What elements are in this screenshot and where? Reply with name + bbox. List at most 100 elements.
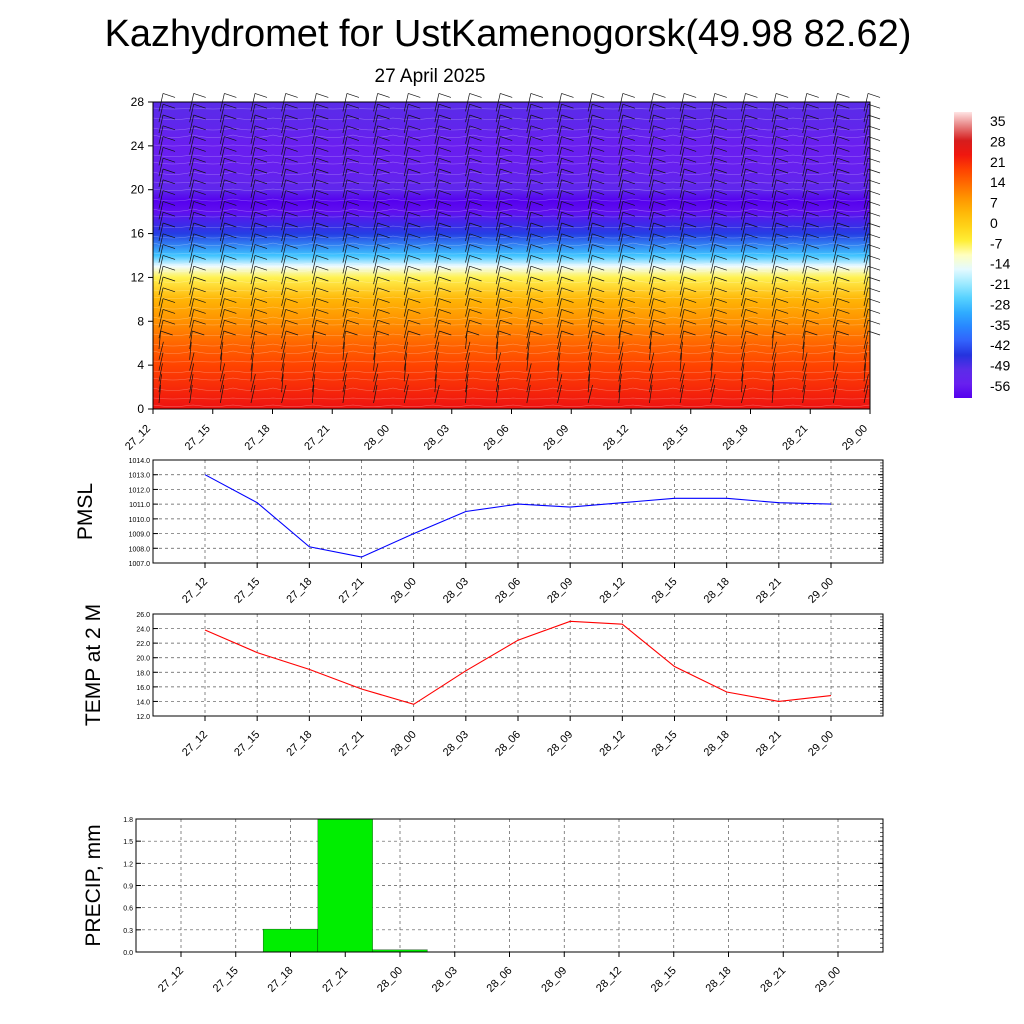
wind-barb-flag — [837, 276, 850, 282]
wind-barb — [526, 309, 532, 328]
wind-barb-flag — [316, 255, 329, 260]
wind-barb — [219, 384, 225, 404]
wind-barb-flag — [806, 201, 819, 206]
xtick-label: 28_21 — [758, 965, 788, 995]
wind-barb-flag — [254, 233, 268, 239]
wind-barb — [833, 125, 838, 144]
wind-barb — [771, 190, 777, 209]
wind-barb — [342, 233, 348, 252]
wind-barb — [311, 266, 317, 285]
contour-line — [152, 333, 871, 336]
wind-barb-flag — [224, 276, 237, 282]
wind-barb-flag — [408, 93, 421, 98]
wind-barb — [833, 320, 838, 339]
wind-barb-flag — [684, 265, 697, 271]
wind-barb — [833, 233, 838, 252]
wind-barb-flag — [408, 265, 421, 271]
wind-barb — [158, 309, 164, 328]
wind-barb — [741, 255, 746, 274]
wind-barb — [741, 168, 746, 188]
wind-barb-flag — [500, 125, 513, 131]
wind-barb — [281, 298, 287, 317]
wind-barb-flag — [714, 244, 727, 249]
wind-barb — [832, 352, 836, 371]
wind-barb-flag — [530, 309, 543, 314]
wind-barb — [189, 222, 195, 242]
wind-barb-flag — [714, 330, 727, 336]
wind-barb — [679, 104, 685, 123]
wind-barb-flag — [561, 147, 574, 152]
wind-barb — [219, 298, 225, 317]
wind-barb — [342, 276, 348, 296]
xtick-label: 27_18 — [266, 965, 296, 995]
wind-barb-flag — [561, 136, 574, 141]
wind-barb-flag — [224, 168, 237, 174]
wind-barb-flag — [592, 319, 605, 325]
wind-barb-flag — [162, 201, 176, 206]
wind-barb — [495, 255, 501, 274]
wind-barb — [403, 266, 409, 285]
wind-barb-flag — [377, 190, 390, 195]
wind-barb-flag — [346, 190, 360, 195]
plot-frame — [152, 459, 884, 564]
wind-barb — [771, 287, 777, 306]
wind-barb-flag — [254, 255, 268, 260]
wind-barb — [771, 201, 777, 220]
wind-barb-flag — [622, 298, 635, 303]
wind-barb — [710, 190, 716, 209]
wind-barb — [311, 309, 317, 328]
wind-barb — [863, 179, 869, 198]
wind-barb-flag — [500, 157, 513, 163]
wind-barb-flag — [745, 222, 758, 228]
wind-barb — [373, 212, 378, 231]
wind-barb-flag — [714, 319, 727, 325]
wind-barb — [189, 287, 195, 306]
wind-barb — [618, 222, 624, 242]
wind-barb-flag — [224, 157, 237, 163]
wind-barb — [342, 201, 348, 220]
wind-barb — [679, 125, 685, 144]
wind-barb-flag — [469, 244, 482, 249]
wind-barb — [281, 341, 287, 360]
wind-barb — [557, 179, 562, 198]
wind-barb-flag — [592, 233, 605, 239]
wind-barb-flag — [224, 265, 237, 271]
wind-barb-flag — [467, 330, 480, 336]
xtick-label: 27_18 — [284, 576, 314, 606]
wind-barb-flag — [684, 136, 697, 141]
wind-barb — [403, 298, 409, 317]
xtick-label: 27_21 — [320, 965, 350, 995]
wind-barb-flag — [224, 125, 237, 131]
colorbar-label: -28 — [990, 296, 1010, 312]
wind-barb-flag — [714, 168, 727, 174]
wind-barb — [802, 341, 805, 360]
wind-barb — [158, 276, 164, 296]
wind-barb-flag — [745, 211, 758, 217]
wind-barb — [771, 266, 777, 285]
wind-barb — [771, 114, 777, 134]
wind-barb-flag — [408, 244, 421, 249]
wind-barb-flag — [408, 298, 421, 303]
wind-barb — [710, 179, 716, 198]
wind-barb — [710, 352, 714, 371]
wind-barb — [802, 114, 808, 134]
wind-barb — [281, 352, 286, 371]
wind-barb — [158, 190, 164, 209]
xtick-label: 28_09 — [545, 576, 575, 606]
wind-barb — [281, 276, 287, 296]
heatmap-xtick-label: 28_18 — [721, 423, 751, 453]
wind-barb — [342, 190, 348, 209]
wind-barb — [219, 179, 225, 198]
wind-barb-flag — [438, 157, 452, 163]
heatmap-xtick-label: 28_09 — [541, 423, 571, 453]
wind-barb-flag — [438, 201, 452, 206]
wind-barb — [863, 298, 869, 317]
wind-barb — [250, 298, 256, 317]
wind-barb-flag — [653, 233, 666, 239]
wind-barb-flag — [469, 222, 482, 228]
contour-line — [152, 242, 871, 246]
wind-barb-flag — [592, 103, 605, 109]
wind-barb-flag — [438, 244, 452, 249]
wind-barb-flag — [469, 265, 482, 271]
wind-barb — [557, 341, 562, 360]
